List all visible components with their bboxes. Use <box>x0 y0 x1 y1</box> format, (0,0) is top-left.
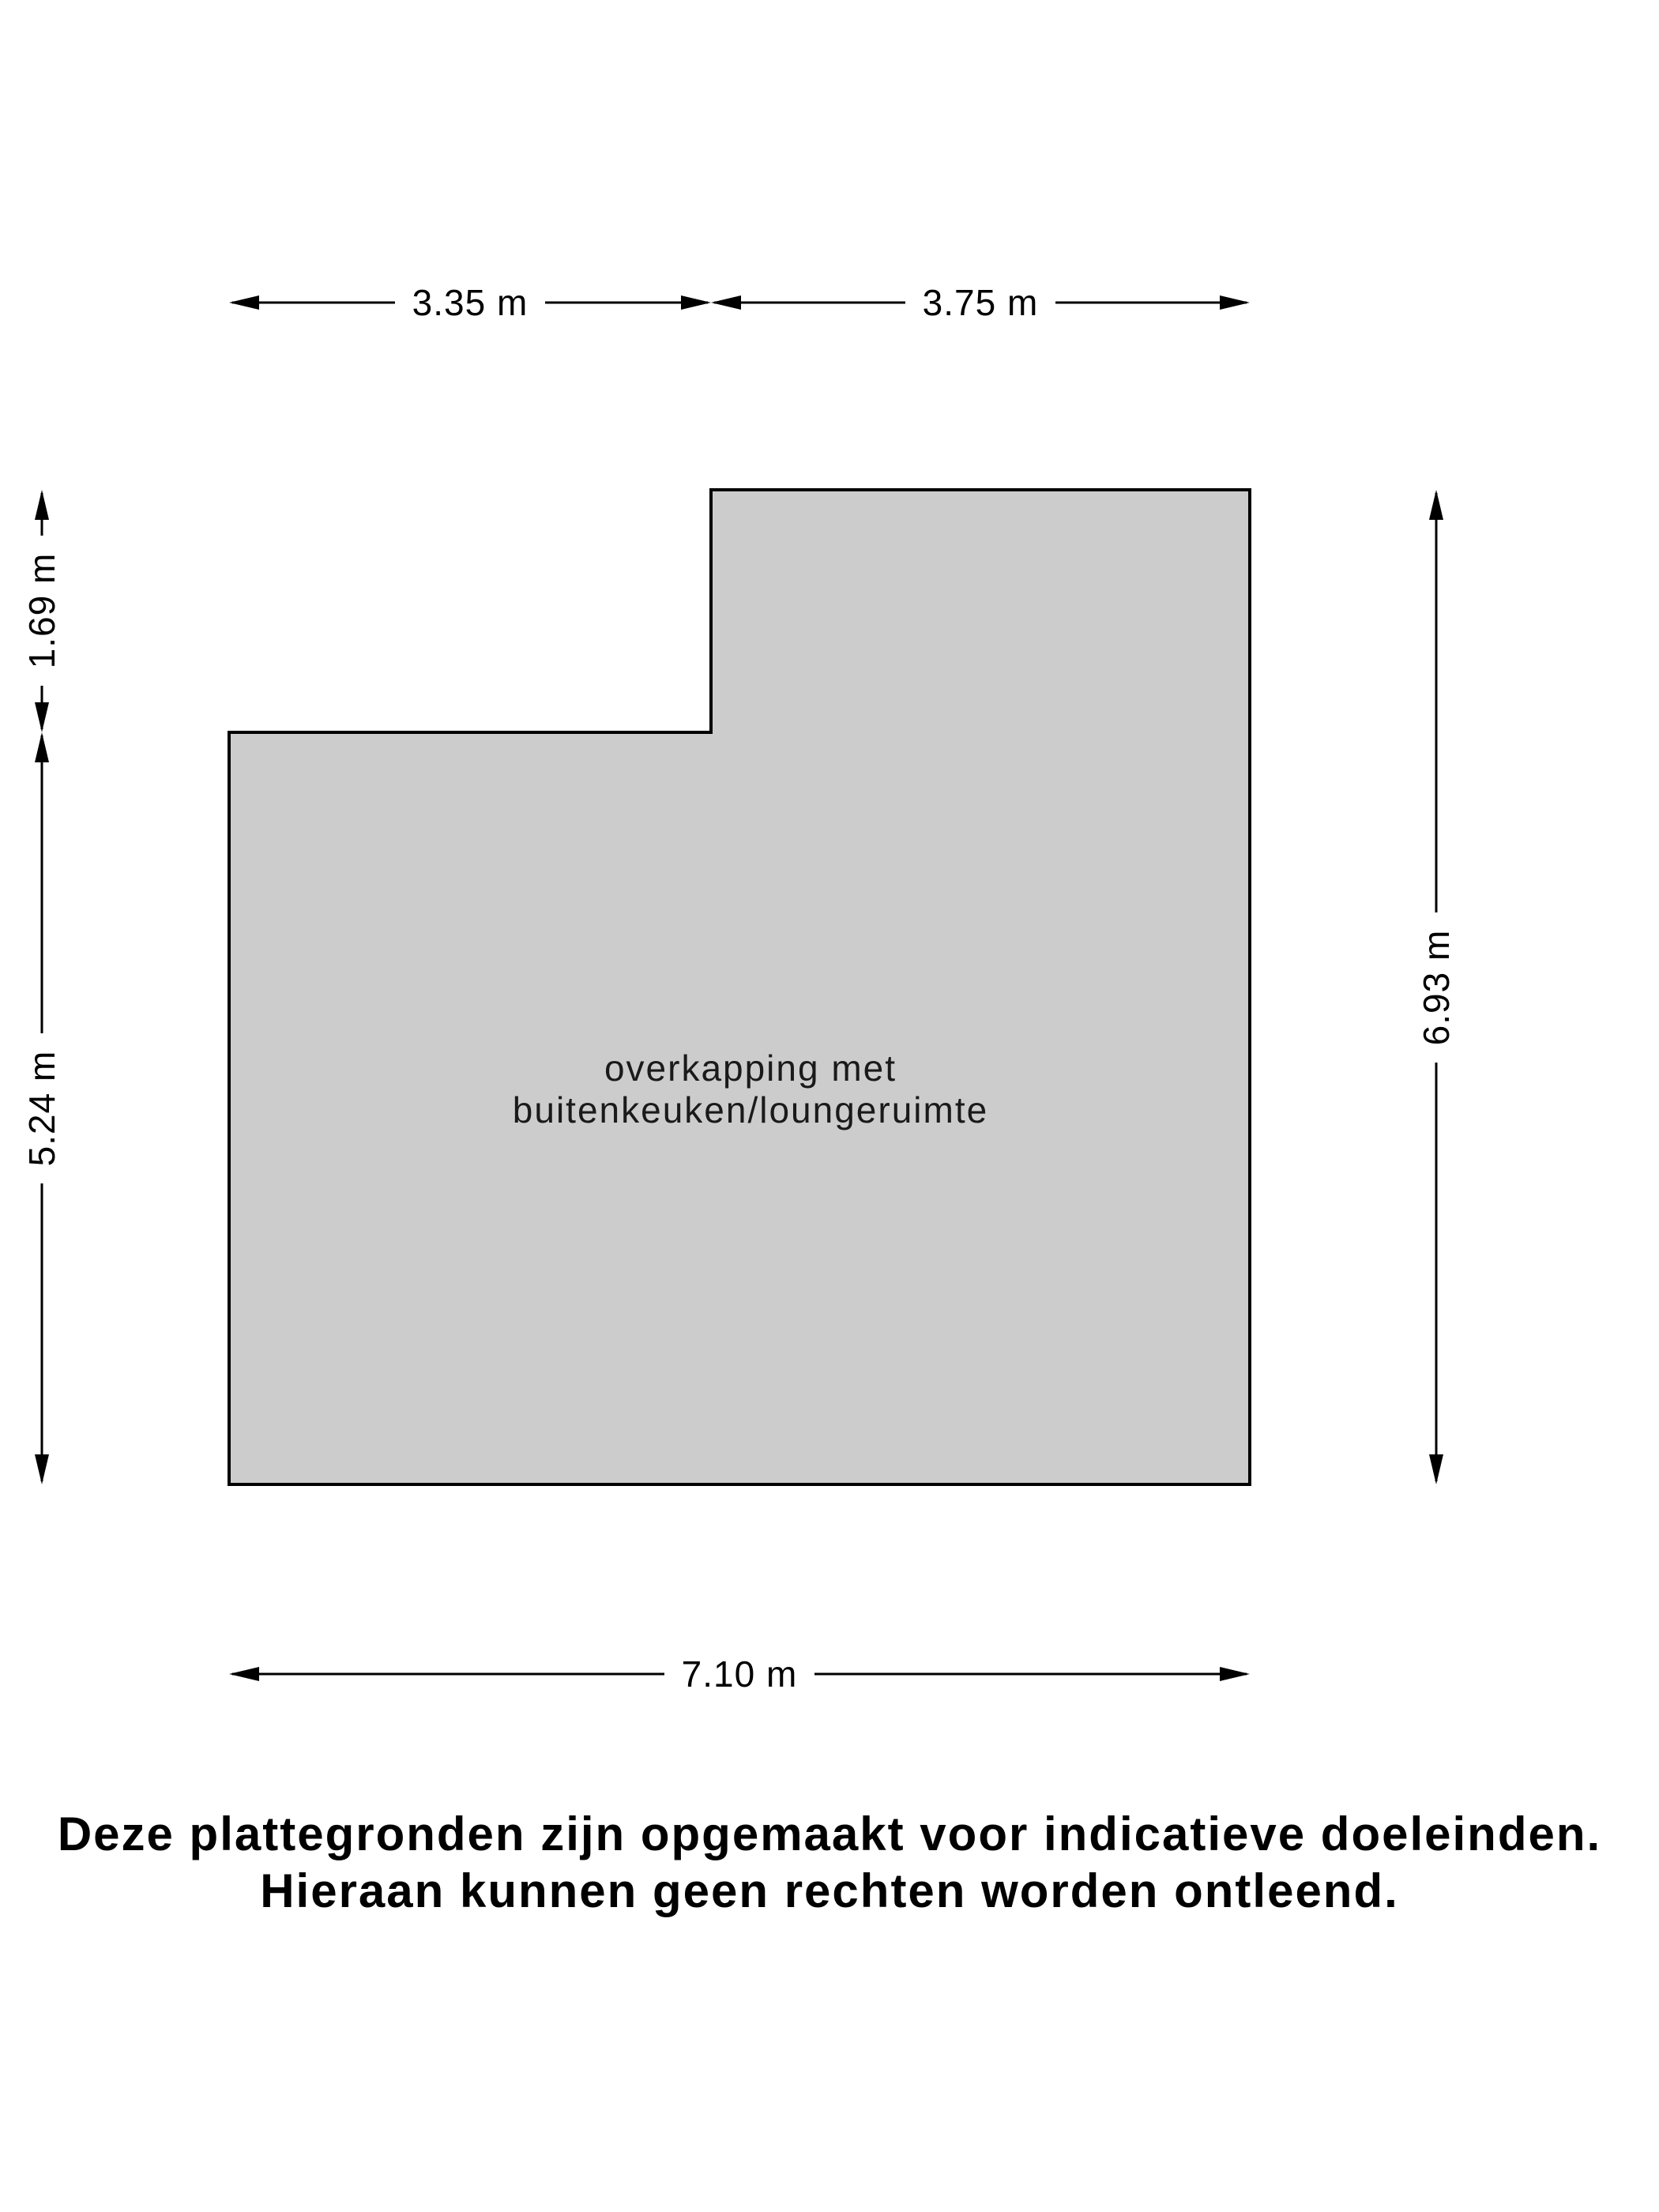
arrow-left-icon <box>229 1667 259 1681</box>
dimension-top-left-label: 3.35 m <box>412 282 529 323</box>
room-outline-stroke <box>228 488 1251 1486</box>
room-label: overkapping met buitenkeuken/loungeruimt… <box>513 1048 988 1130</box>
dimension-bottom-label: 7.10 m <box>682 1653 798 1695</box>
disclaimer-line1: Deze plattegronden zijn opgemaakt voor i… <box>58 1808 1601 1860</box>
disclaimer-line2: Hieraan kunnen geen rechten worden ontle… <box>260 1864 1399 1917</box>
arrow-right-icon <box>1220 295 1250 310</box>
arrow-right-icon <box>1220 1667 1250 1681</box>
dimension-top-right: 3.75 m <box>711 282 1250 323</box>
arrow-down-icon <box>35 702 49 732</box>
dimension-left-upper: 1.69 m <box>21 490 62 732</box>
arrow-left-icon <box>711 295 741 310</box>
arrow-down-icon <box>35 1454 49 1484</box>
dimension-left-lower: 5.24 m <box>21 732 62 1484</box>
arrow-up-icon <box>35 490 49 520</box>
arrow-up-icon <box>1429 490 1443 520</box>
dimension-left-lower-label: 5.24 m <box>21 1051 62 1167</box>
arrow-right-icon <box>681 295 711 310</box>
dimension-right-label: 6.93 m <box>1416 930 1457 1046</box>
room-label-line1: overkapping met <box>604 1048 897 1089</box>
dimension-top-right-label: 3.75 m <box>923 282 1039 323</box>
room-label-line2: buitenkeuken/loungeruimte <box>513 1089 988 1130</box>
room-outline-shape <box>229 490 1250 1484</box>
arrow-up-icon <box>35 732 49 762</box>
dimension-bottom: 7.10 m <box>229 1653 1250 1695</box>
arrow-left-icon <box>229 295 259 310</box>
dimension-left-upper-label: 1.69 m <box>21 553 62 669</box>
arrow-down-icon <box>1429 1454 1443 1484</box>
disclaimer: Deze plattegronden zijn opgemaakt voor i… <box>58 1808 1601 1917</box>
dimension-top-left: 3.35 m <box>229 282 711 323</box>
dimension-right: 6.93 m <box>1416 490 1457 1484</box>
